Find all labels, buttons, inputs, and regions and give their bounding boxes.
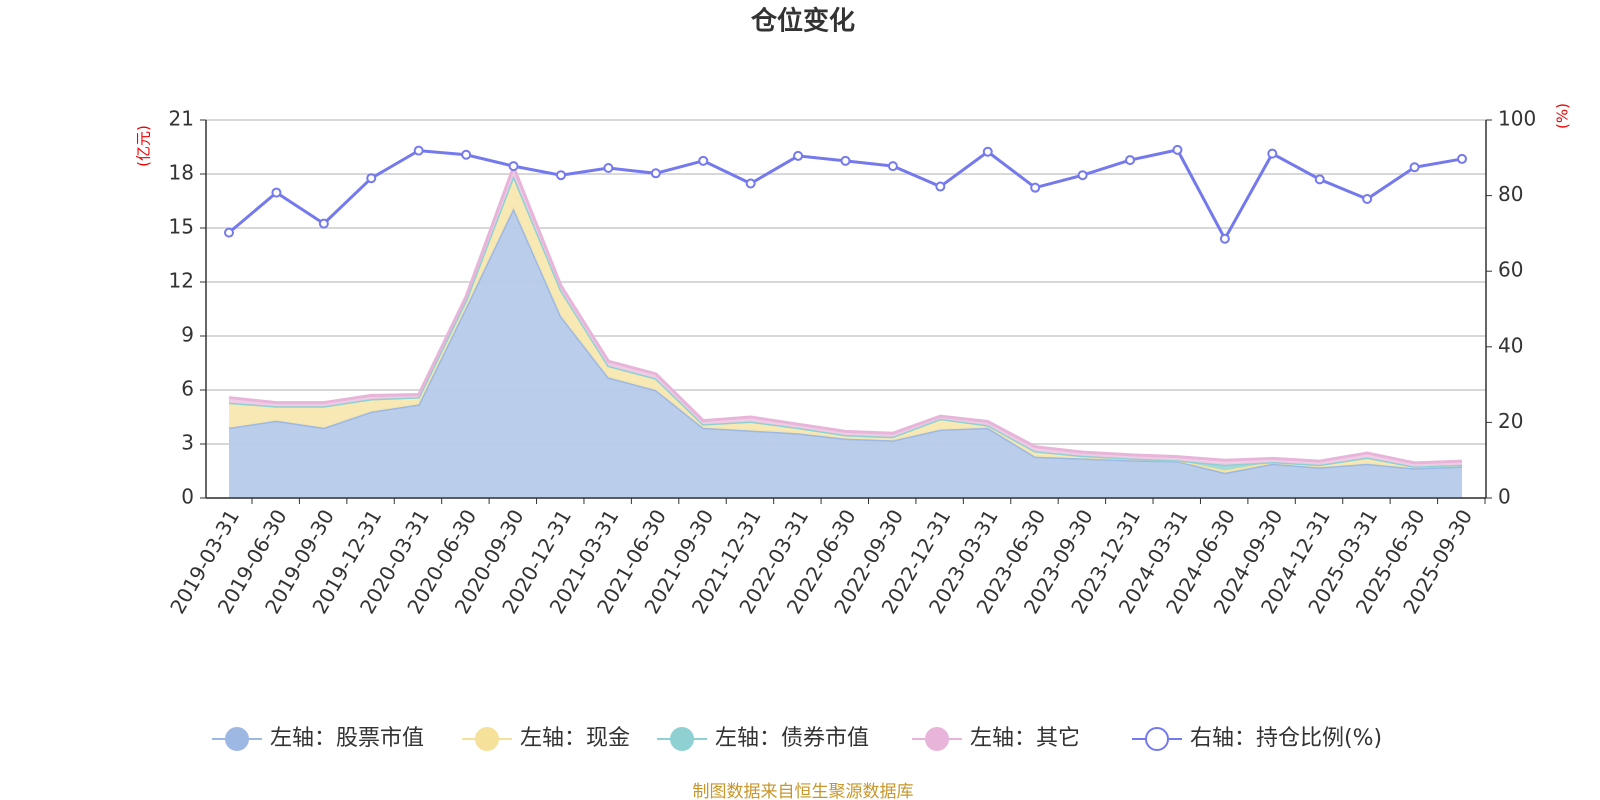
ratio-point bbox=[1409, 162, 1420, 173]
y-tick-label: 21 bbox=[169, 107, 194, 131]
y2-tick-label: 80 bbox=[1498, 182, 1523, 206]
ratio-point bbox=[1362, 194, 1373, 205]
ratio-point bbox=[224, 227, 234, 238]
y-tick-label: 3 bbox=[181, 431, 194, 455]
ratio-point bbox=[1457, 153, 1467, 164]
legend-icon bbox=[1145, 727, 1169, 751]
legend-item: 左轴：股票市值 bbox=[212, 726, 424, 751]
ratio-point bbox=[698, 155, 709, 166]
ratio-point bbox=[840, 155, 851, 166]
ratio-point bbox=[887, 161, 898, 172]
ratio-point bbox=[555, 170, 566, 181]
ratio-point bbox=[413, 145, 424, 156]
source-note: 制图数据来自恒生聚源数据库 bbox=[693, 782, 914, 800]
y2-tick-label: 0 bbox=[1498, 485, 1511, 509]
y-tick-label: 12 bbox=[169, 269, 194, 293]
legend-icon bbox=[925, 727, 949, 751]
legend-item: 左轴：其它 bbox=[912, 726, 1080, 751]
ratio-point bbox=[1030, 182, 1041, 193]
ratio-point bbox=[793, 150, 804, 161]
legend-item: 左轴：现金 bbox=[462, 726, 630, 751]
ratio-point bbox=[366, 173, 377, 184]
y2-tick-label: 40 bbox=[1498, 333, 1523, 357]
y-unit: (亿元) bbox=[135, 125, 153, 167]
legend-icon bbox=[475, 727, 499, 751]
ratio-point bbox=[318, 218, 329, 229]
ratio-point bbox=[461, 149, 472, 160]
legend-icon bbox=[670, 727, 694, 751]
ratio-point bbox=[603, 163, 614, 174]
ratio-point bbox=[1267, 148, 1278, 159]
legend-label: 左轴：股票市值 bbox=[270, 726, 424, 751]
chart-title: 仓位变化 bbox=[750, 6, 855, 37]
legend-label: 左轴：现金 bbox=[520, 726, 630, 751]
ratio-point bbox=[271, 187, 282, 198]
y2-unit: (%) bbox=[1554, 103, 1572, 129]
legend-label: 左轴：其它 bbox=[970, 726, 1080, 751]
legend-label: 右轴：持仓比例(%) bbox=[1190, 726, 1382, 751]
ratio-point bbox=[745, 178, 756, 189]
legend-item: 右轴：持仓比例(%) bbox=[1132, 726, 1382, 751]
legend-label: 左轴：债券市值 bbox=[715, 726, 869, 751]
ratio-point bbox=[935, 181, 946, 192]
y2-tick-label: 60 bbox=[1498, 258, 1523, 282]
ratio-point bbox=[1077, 170, 1088, 181]
y-tick-label: 15 bbox=[169, 215, 194, 239]
ratio-point bbox=[508, 161, 519, 172]
y2-tick-label: 20 bbox=[1498, 409, 1523, 433]
y-tick-label: 9 bbox=[181, 323, 194, 347]
area-line bbox=[228, 162, 1463, 465]
ratio-point bbox=[650, 168, 661, 179]
y2-tick-label: 100 bbox=[1498, 107, 1536, 131]
area-fill bbox=[229, 208, 1462, 498]
ratio-point bbox=[1125, 155, 1136, 166]
y-tick-label: 18 bbox=[169, 161, 194, 185]
ratio-point bbox=[1172, 144, 1183, 155]
area-fill bbox=[229, 175, 1462, 473]
ratio-point bbox=[1314, 174, 1325, 185]
ratio-point bbox=[982, 146, 993, 157]
y-tick-label: 0 bbox=[181, 485, 194, 509]
ratio-point bbox=[1219, 233, 1230, 244]
legend-item: 左轴：债券市值 bbox=[657, 726, 869, 751]
legend-icon bbox=[225, 727, 249, 751]
y-tick-label: 6 bbox=[181, 377, 194, 401]
